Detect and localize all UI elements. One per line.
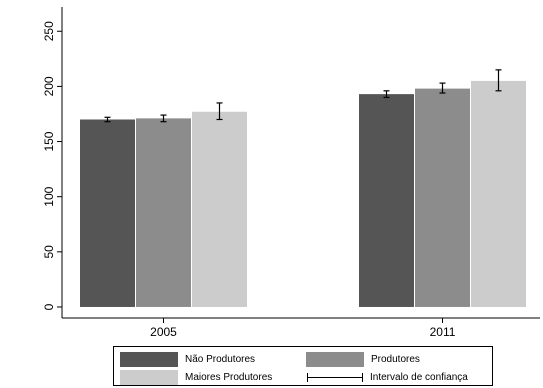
y-tick-label-250: 250: [42, 21, 56, 41]
error-bar-2005-series-1: [160, 114, 167, 123]
y-tick-label-150: 150: [42, 131, 56, 151]
error-bar-2011-series-0: [383, 90, 390, 99]
x-axis-ticks: 2005 2011: [150, 318, 456, 339]
legend-label-nao-produtores: Não Produtores: [185, 353, 256, 365]
bar-2011-series-2: [471, 80, 526, 307]
legend-item-maiores-produtores: Maiores Produtores: [120, 368, 272, 386]
error-bars-group: [104, 69, 502, 123]
legend-item-produtores: Produtores: [306, 350, 420, 368]
legend-label-intervalo: Intervalo de confiança: [370, 371, 468, 383]
legend-item-nao-produtores: Não Produtores: [120, 350, 255, 368]
error-bar-2005-series-2: [216, 102, 223, 121]
legend-swatch-maiores-produtores: [120, 369, 178, 385]
legend-swatch-nao-produtores: [120, 351, 178, 367]
legend: Não Produtores Produtores Maiores Produt…: [113, 346, 493, 386]
legend-label-maiores-produtores: Maiores Produtores: [185, 371, 273, 383]
bar-chart: 0 50 100 150 200 250 2005 2011: [42, 7, 540, 339]
error-bar-2005-series-0: [104, 116, 111, 123]
bar-2005-series-2: [192, 111, 247, 307]
legend-label-produtores: Produtores: [371, 353, 420, 365]
x-tick-label-2011: 2011: [430, 325, 456, 339]
bar-2005-series-0: [80, 119, 135, 307]
x-tick-label-2005: 2005: [150, 325, 177, 339]
bar-2005-series-1: [136, 118, 191, 307]
legend-swatch-produtores: [306, 351, 364, 367]
legend-item-intervalo: Intervalo de confiança: [307, 368, 468, 386]
y-tick-label-50: 50: [42, 245, 56, 259]
y-axis-ticks: 0 50 100 150 200 250: [42, 21, 62, 310]
y-tick-label-200: 200: [42, 76, 56, 96]
bars-group: [80, 80, 526, 307]
bar-2011-series-1: [415, 88, 470, 307]
y-tick-label-100: 100: [42, 186, 56, 206]
bar-2011-series-0: [359, 94, 414, 307]
legend-ci-icon: [307, 372, 363, 382]
error-bar-2011-series-2: [495, 69, 502, 92]
error-bar-2011-series-1: [439, 82, 446, 94]
y-tick-label-0: 0: [42, 303, 56, 310]
